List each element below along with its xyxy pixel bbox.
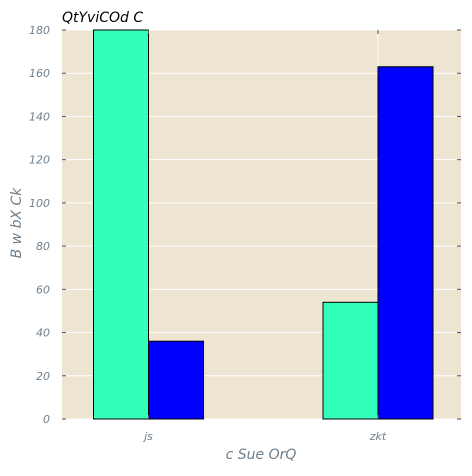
y-tick-label: 60 <box>36 283 50 296</box>
y-tick-label: 80 <box>36 240 50 253</box>
y-tick-label: 140 <box>29 110 50 123</box>
y-axis-title: B w bX Ck <box>9 187 25 259</box>
y-tick-label: 120 <box>29 154 50 167</box>
y-tick-label: 0 <box>43 413 50 426</box>
bar-js-series-2 <box>148 340 204 420</box>
bar-zkt-series-2 <box>377 66 434 420</box>
bar-js-series-1 <box>93 29 149 420</box>
y-tick-label: 100 <box>29 197 50 210</box>
tick-marks <box>62 29 461 420</box>
bar-zkt-series-1 <box>322 301 379 420</box>
x-tick-label: js <box>142 430 153 443</box>
x-axis-title: c Sue OrQ <box>226 447 297 463</box>
y-tick-label: 20 <box>36 370 50 383</box>
chart-title: QtYviCOd C <box>62 10 143 26</box>
x-tick-labels: js zkt <box>142 430 387 443</box>
x-tick-label: zkt <box>369 430 387 443</box>
y-tick-label: 40 <box>36 327 50 340</box>
bars <box>93 29 434 420</box>
y-tick-label: 160 <box>29 67 50 80</box>
y-tick-label: 180 <box>29 24 50 37</box>
y-tick-labels: 0 20 40 60 80 100 120 140 160 180 <box>29 24 50 426</box>
